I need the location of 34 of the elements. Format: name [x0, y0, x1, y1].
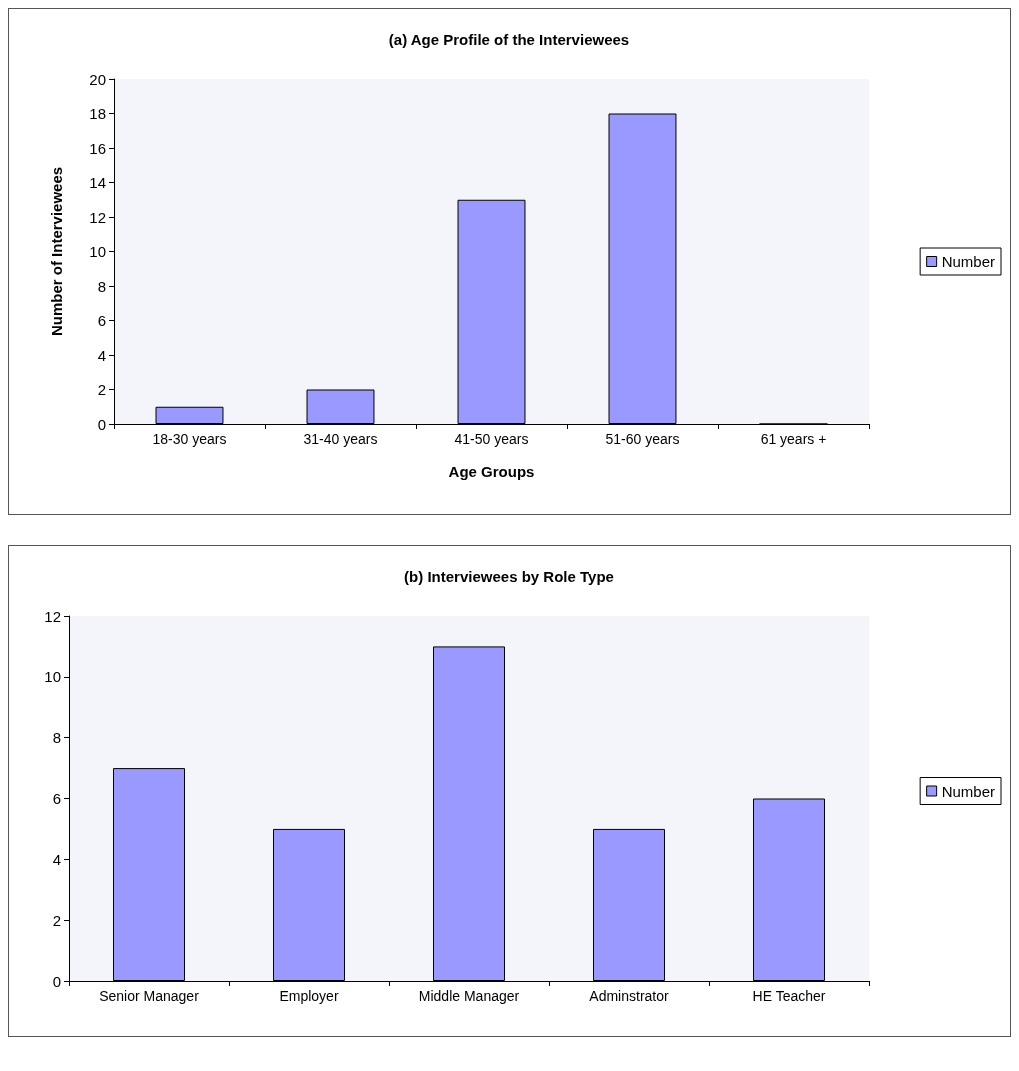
y-tick-label: 0 — [52, 972, 61, 990]
x-tick-label: 51-60 years — [605, 431, 680, 447]
legend-label: Number — [941, 253, 996, 270]
y-tick-label: 14 — [89, 174, 106, 191]
y-axis-title: Number of Interviewees — [48, 166, 65, 337]
chart-title: (a) Age Profile of the Interviewees — [388, 31, 630, 48]
y-tick-label: 10 — [89, 243, 106, 260]
y-tick-label: 2 — [52, 911, 61, 929]
x-tick-label: Employer — [279, 988, 339, 1004]
y-tick-label: 4 — [97, 346, 106, 364]
y-tick-label: 6 — [52, 790, 61, 807]
x-tick-label: Senior Manager — [99, 988, 200, 1004]
y-tick-label: 8 — [97, 277, 106, 295]
y-tick-label: 12 — [89, 208, 106, 226]
legend-label: Number — [941, 782, 996, 800]
x-tick-label: HE Teacher — [752, 988, 826, 1004]
x-tick-label: 31-40 years — [303, 431, 378, 447]
y-tick-label: 6 — [97, 312, 106, 329]
y-tick-label: 10 — [44, 668, 61, 686]
y-tick-label: 0 — [97, 415, 106, 433]
y-tick-label: 12 — [44, 607, 61, 625]
y-tick-label: 16 — [89, 139, 106, 157]
chart-title: (b) Interviewees by Role Type — [404, 568, 614, 585]
y-tick-label: 20 — [89, 70, 106, 88]
x-tick-label: Middle Manager — [418, 988, 520, 1004]
y-tick-label: 2 — [97, 381, 106, 398]
x-tick-label: Adminstrator — [589, 988, 670, 1004]
y-tick-label: 18 — [89, 105, 106, 122]
x-tick-label: 41-50 years — [454, 431, 529, 447]
x-axis-title: Age Groups — [448, 463, 535, 480]
x-tick-label: 18-30 years — [152, 431, 227, 447]
x-tick-label: 61 years + — [760, 431, 827, 447]
y-tick-label: 4 — [52, 850, 61, 868]
y-tick-label: 8 — [52, 729, 61, 747]
